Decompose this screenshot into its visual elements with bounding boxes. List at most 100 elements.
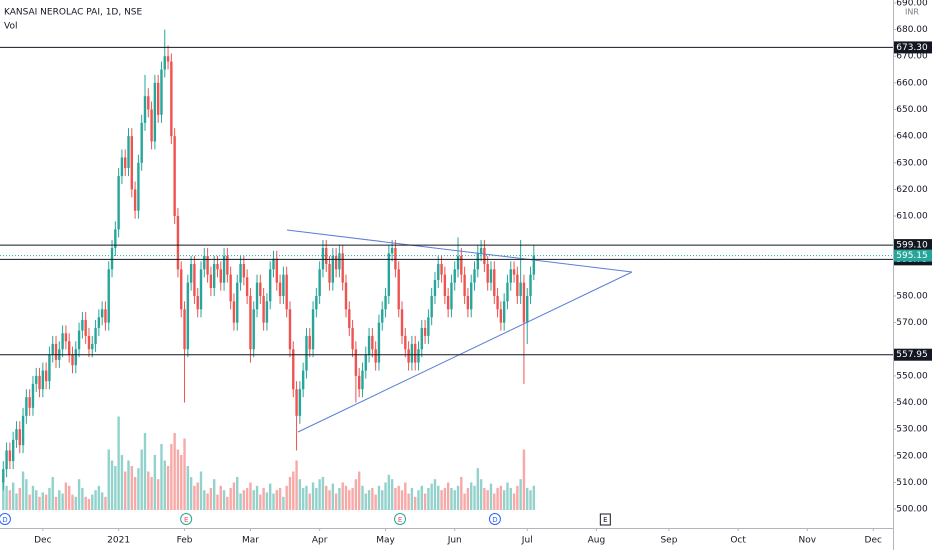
candle-body: [110, 248, 114, 270]
volume-bar: [245, 488, 249, 510]
candle-body: [321, 248, 325, 270]
candle-body: [361, 370, 364, 390]
candle-body: [189, 264, 193, 283]
candle-body: [348, 309, 351, 328]
volume-bar: [117, 416, 120, 510]
price-label-box: [894, 348, 932, 361]
volume-bar: [203, 490, 206, 510]
candle-body: [529, 274, 532, 296]
candle-body: [476, 253, 480, 270]
last-price-label: 595.15: [896, 251, 928, 261]
candle-body: [81, 319, 84, 331]
volume-bar: [81, 488, 84, 510]
volume-bar: [394, 488, 397, 510]
volume-bar: [288, 477, 292, 510]
volume-bar: [522, 449, 526, 510]
candle-body: [407, 349, 410, 363]
candle-body: [354, 349, 358, 376]
volume-bar: [357, 471, 361, 510]
volume-bar: [212, 479, 216, 510]
y-tick-label: 620.00: [896, 185, 928, 195]
candle-body: [212, 264, 216, 288]
candle-body: [127, 136, 130, 169]
volume-bar: [433, 479, 437, 510]
price-label-box: [894, 41, 932, 54]
candle-body: [496, 295, 499, 310]
candle-body: [443, 274, 447, 296]
volume-bar: [460, 477, 463, 510]
volume-bar: [31, 485, 35, 510]
volume-bar: [189, 477, 193, 510]
volume-bar: [153, 455, 157, 510]
volume-bar: [176, 449, 180, 510]
volume-bar: [443, 488, 447, 510]
candle-body: [522, 282, 526, 323]
volume-bar: [180, 455, 183, 510]
candle-body: [31, 383, 35, 408]
candle-body: [288, 309, 292, 350]
volume-bar: [440, 490, 443, 510]
x-tick-label: Nov: [799, 536, 817, 546]
volume-bar: [209, 488, 213, 510]
candle-body: [364, 354, 367, 371]
volume-bar: [120, 455, 124, 510]
candle-body: [410, 343, 414, 363]
candle-body: [226, 256, 229, 275]
volume-bar: [5, 485, 8, 510]
volume-bar: [502, 490, 506, 510]
volume-bar: [133, 477, 137, 510]
candle-body: [245, 277, 249, 296]
volume-bar: [400, 490, 404, 510]
volume-bar: [473, 485, 476, 510]
candle-body: [499, 309, 503, 323]
candle-body: [413, 343, 417, 363]
volume-bar: [186, 466, 190, 510]
volume-bar: [305, 485, 308, 510]
candle-body: [381, 309, 384, 323]
volume-bar: [519, 479, 522, 510]
volume-bar: [107, 449, 110, 510]
volume-bar: [252, 490, 255, 510]
candle-body: [117, 176, 120, 230]
candle-body: [433, 279, 437, 296]
volume-bar: [506, 482, 509, 510]
volume-bar: [423, 493, 427, 510]
volume-bar: [143, 433, 147, 510]
candle-body: [404, 335, 407, 350]
candle-body: [8, 450, 12, 462]
price-label: 557.95: [896, 350, 928, 360]
volume-bar: [242, 490, 246, 510]
y-tick-label: 630.00: [896, 158, 928, 168]
volume-bar: [183, 438, 186, 510]
candle-body: [318, 269, 321, 296]
volume-bar: [51, 477, 54, 510]
volume-bar: [97, 485, 101, 510]
y-tick-label: 680.00: [896, 25, 928, 35]
volume-bar: [259, 494, 262, 510]
candle-body: [292, 349, 295, 390]
candle-body: [509, 269, 512, 283]
y-tick-label: 610.00: [896, 212, 928, 222]
price-label: 673.30: [896, 43, 928, 53]
candle-body: [453, 269, 456, 283]
x-tick-label: Aug: [588, 536, 606, 546]
candle-body: [265, 301, 269, 323]
volume-bar: [269, 483, 272, 510]
event-marker: [180, 513, 193, 525]
y-tick-label: 500.00: [896, 505, 928, 515]
volume-bar: [216, 494, 219, 510]
trend-line-upper: [286, 229, 633, 273]
candle-body: [341, 253, 344, 283]
candle-body: [150, 109, 153, 142]
candle-body: [493, 269, 496, 296]
volume-bar: [67, 485, 71, 510]
candle-body: [387, 253, 391, 296]
volume-bar: [110, 460, 114, 510]
candle-body: [479, 248, 483, 254]
volume-bar: [496, 488, 499, 510]
volume-bar: [199, 471, 203, 510]
candle-body: [446, 295, 450, 310]
volume-bar: [41, 492, 45, 510]
candle-body: [133, 189, 137, 211]
volume-bar: [367, 490, 371, 510]
